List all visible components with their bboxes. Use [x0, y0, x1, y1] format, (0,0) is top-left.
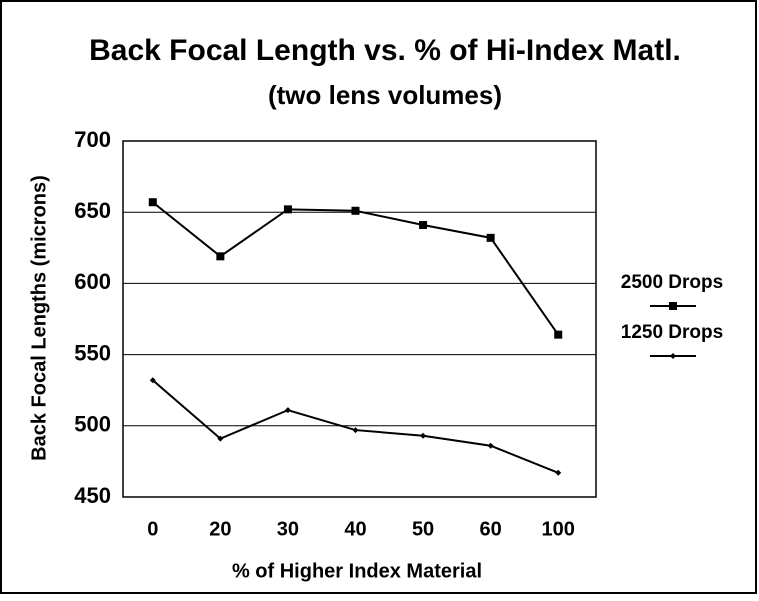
marker: [283, 205, 292, 214]
legend-label: 1250 Drops: [621, 322, 723, 343]
legend-marker: [669, 302, 677, 310]
chart-subtitle: (two lens volumes): [268, 80, 502, 110]
y-axis-label: Back Focal Lengths (microns): [28, 175, 50, 461]
marker: [486, 233, 495, 242]
x-axis-label: % of Higher Index Material: [232, 560, 482, 582]
x-tick-label: 50: [412, 518, 434, 540]
x-tick-label: 40: [344, 518, 366, 540]
x-tick-label: 60: [480, 518, 502, 540]
marker: [217, 435, 224, 442]
marker: [555, 469, 562, 476]
chart-title: Back Focal Length vs. % of Hi-Index Matl…: [89, 34, 681, 67]
x-tick-label: 30: [277, 518, 299, 540]
marker: [420, 432, 427, 439]
legend-label: 2500 Drops: [621, 272, 723, 293]
marker: [352, 427, 359, 434]
marker: [487, 442, 494, 449]
x-tick-label: 100: [542, 518, 575, 540]
y-tick-label: 550: [74, 340, 111, 365]
marker: [148, 198, 157, 207]
marker: [216, 252, 225, 261]
y-tick-label: 500: [74, 412, 111, 437]
x-tick-label: 20: [209, 518, 231, 540]
x-tick-label: 0: [147, 518, 158, 540]
y-tick-label: 700: [74, 127, 111, 152]
marker: [554, 330, 563, 339]
y-tick-label: 600: [74, 269, 111, 294]
marker: [149, 377, 156, 384]
marker: [351, 206, 360, 215]
marker: [284, 407, 291, 414]
y-tick-label: 650: [74, 198, 111, 223]
marker: [419, 221, 428, 230]
legend-marker: [670, 353, 676, 359]
y-tick-label: 450: [74, 483, 111, 508]
